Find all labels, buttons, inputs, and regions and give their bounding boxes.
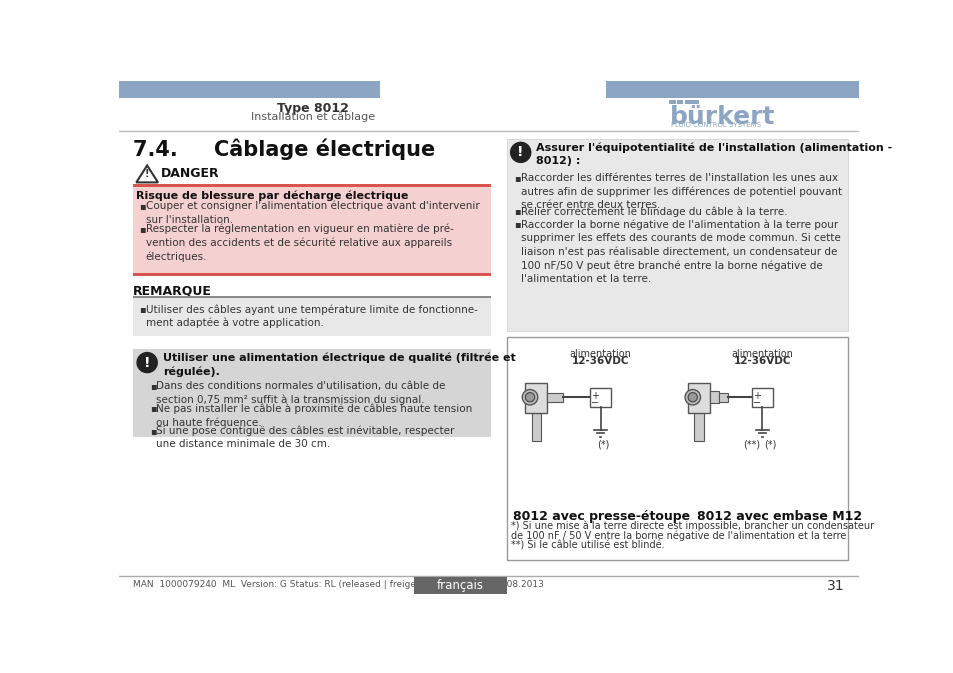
Bar bbox=[546, 392, 562, 402]
Text: ▪: ▪ bbox=[139, 304, 146, 314]
Text: ▪: ▪ bbox=[139, 224, 146, 234]
Text: !: ! bbox=[145, 169, 150, 179]
Text: MAN  1000079240  ML  Version: G Status: RL (released | freigegeben)  printed: 29: MAN 1000079240 ML Version: G Status: RL … bbox=[133, 579, 543, 589]
Bar bbox=[669, 100, 675, 104]
Text: ▪: ▪ bbox=[514, 206, 520, 216]
Text: Ne pas installer le câble à proximité de câbles haute tension
ou haute fréquence: Ne pas installer le câble à proximité de… bbox=[156, 403, 472, 428]
Text: ▪: ▪ bbox=[150, 426, 156, 435]
Text: Type 8012: Type 8012 bbox=[276, 102, 349, 114]
Text: REMARQUE: REMARQUE bbox=[133, 285, 212, 298]
Bar bbox=[133, 273, 491, 275]
Text: Raccorder les différentes terres de l'installation les unes aux
autres afin de s: Raccorder les différentes terres de l'in… bbox=[520, 173, 841, 210]
Text: Installation et câblage: Installation et câblage bbox=[251, 112, 375, 122]
Text: français: français bbox=[436, 579, 483, 592]
Bar bbox=[605, 81, 858, 98]
Text: Risque de blessure par décharge électrique: Risque de blessure par décharge électriq… bbox=[136, 190, 408, 201]
Bar bbox=[677, 100, 682, 104]
Circle shape bbox=[510, 143, 530, 162]
Bar bbox=[119, 81, 379, 98]
Bar bbox=[506, 337, 847, 561]
Circle shape bbox=[521, 390, 537, 405]
Text: Couper et consigner l'alimentation électrique avant d'intervenir
sur l'installat: Couper et consigner l'alimentation élect… bbox=[146, 201, 478, 225]
Circle shape bbox=[525, 392, 534, 402]
Text: +: + bbox=[753, 391, 760, 401]
Bar bbox=[589, 388, 611, 407]
Bar bbox=[133, 295, 491, 297]
Text: Utiliser une alimentation électrique de qualité (filtrée et
régulée).: Utiliser une alimentation électrique de … bbox=[162, 353, 515, 377]
Bar bbox=[751, 388, 773, 407]
Text: de 100 nF / 50 V entre la borne négative de l'alimentation et la terre: de 100 nF / 50 V entre la borne négative… bbox=[510, 530, 845, 541]
Bar bbox=[133, 298, 491, 336]
Text: Relier correctement le blindage du câble à la terre.: Relier correctement le blindage du câble… bbox=[520, 206, 786, 217]
Text: alimentation: alimentation bbox=[569, 349, 631, 359]
Text: ▪: ▪ bbox=[139, 201, 146, 211]
Circle shape bbox=[687, 392, 697, 402]
Text: ▪: ▪ bbox=[514, 219, 520, 229]
Text: ▪: ▪ bbox=[150, 403, 156, 413]
Text: Assurer l'équipotentialité de l'installation (alimentation -
8012) :: Assurer l'équipotentialité de l'installa… bbox=[536, 143, 891, 166]
Text: Si une pose contiguë des câbles est inévitable, respecter
une distance minimale : Si une pose contiguë des câbles est inév… bbox=[156, 426, 455, 450]
Text: (**): (**) bbox=[742, 439, 760, 450]
Text: 31: 31 bbox=[826, 579, 843, 593]
Bar bbox=[709, 391, 719, 403]
Bar bbox=[414, 577, 506, 594]
Text: Dans des conditions normales d'utilisation, du câble de
section 0,75 mm² suffit : Dans des conditions normales d'utilisati… bbox=[156, 381, 445, 405]
Text: (*): (*) bbox=[763, 439, 776, 450]
Text: !: ! bbox=[144, 355, 151, 369]
Polygon shape bbox=[136, 166, 158, 182]
Text: *) Si une mise à la terre directe est impossible, brancher un condensateur: *) Si une mise à la terre directe est im… bbox=[510, 520, 873, 531]
Text: +: + bbox=[591, 391, 598, 401]
Text: **) Si le câble utilisé est blindé.: **) Si le câble utilisé est blindé. bbox=[510, 540, 663, 551]
Bar bbox=[133, 187, 491, 275]
Text: bürkert: bürkert bbox=[669, 106, 774, 129]
Text: alimentation: alimentation bbox=[731, 349, 793, 359]
Bar bbox=[531, 411, 540, 441]
Text: Utiliser des câbles ayant une température limite de fonctionne-
ment adaptée à v: Utiliser des câbles ayant une températur… bbox=[146, 304, 476, 328]
Text: !: ! bbox=[517, 145, 523, 160]
Text: ▪: ▪ bbox=[514, 173, 520, 183]
Text: (*): (*) bbox=[597, 439, 609, 450]
Text: 12-36VDC: 12-36VDC bbox=[733, 357, 790, 366]
Bar bbox=[133, 349, 491, 437]
Text: 8012 avec presse-étoupe: 8012 avec presse-étoupe bbox=[513, 510, 689, 524]
Text: 12-36VDC: 12-36VDC bbox=[571, 357, 629, 366]
Bar bbox=[687, 384, 709, 413]
Text: −: − bbox=[753, 398, 760, 408]
Text: Raccorder la borne négative de l'alimentation à la terre pour
supprimer les effe: Raccorder la borne négative de l'aliment… bbox=[520, 219, 840, 284]
Text: ▪: ▪ bbox=[150, 381, 156, 391]
Bar bbox=[694, 411, 703, 441]
Text: 8012 avec embase M12: 8012 avec embase M12 bbox=[696, 510, 861, 524]
Circle shape bbox=[137, 353, 157, 373]
Text: FLUID CONTROL SYSTEMS: FLUID CONTROL SYSTEMS bbox=[670, 122, 760, 129]
Circle shape bbox=[684, 390, 700, 405]
Text: DANGER: DANGER bbox=[161, 167, 219, 180]
Text: 7.4.     Câblage électrique: 7.4. Câblage électrique bbox=[133, 139, 435, 160]
Bar bbox=[684, 100, 699, 104]
Text: Respecter la réglementation en vigueur en matière de pré-
vention des accidents : Respecter la réglementation en vigueur e… bbox=[146, 224, 453, 262]
Bar bbox=[506, 139, 847, 331]
Bar bbox=[719, 392, 728, 402]
Bar bbox=[133, 184, 491, 187]
Text: −: − bbox=[591, 398, 598, 408]
Bar bbox=[525, 384, 546, 413]
